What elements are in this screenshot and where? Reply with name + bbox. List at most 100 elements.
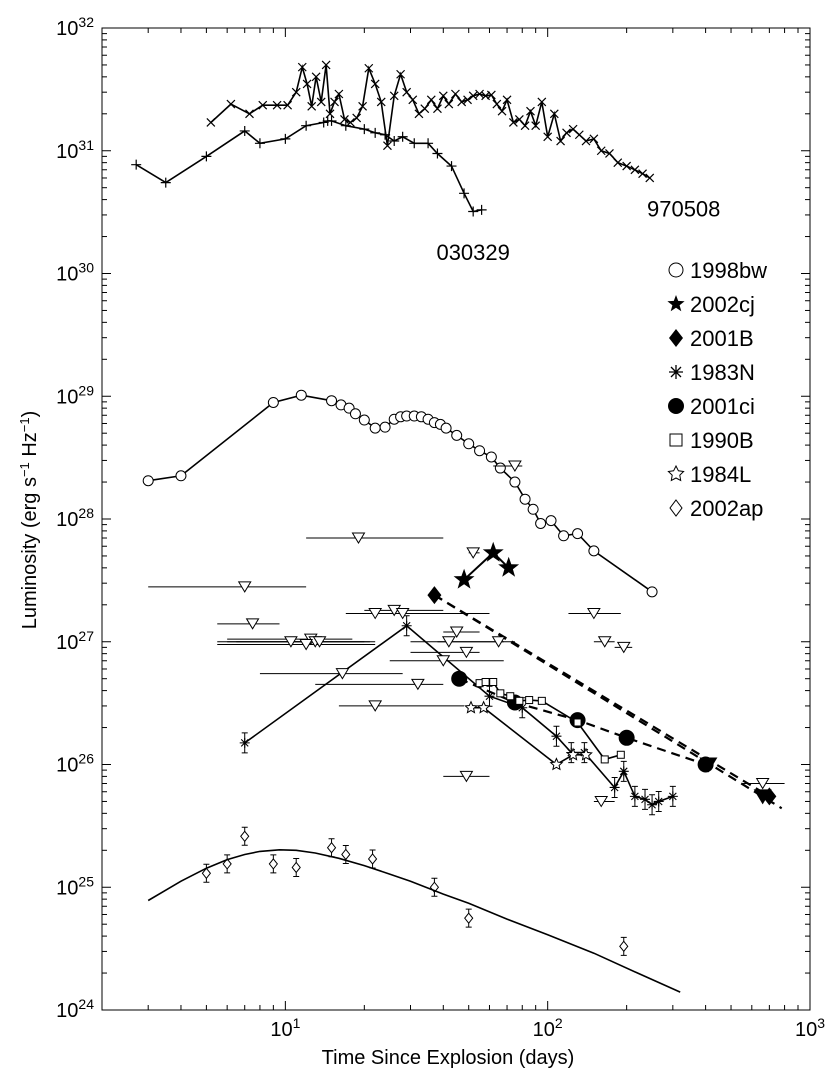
point-2002ap [619,940,629,953]
axes: 101 102 103 1024 1025 1026 1027 1028 1029 1030 103… [56,14,825,1041]
point-030329 [301,120,312,131]
point-1990B [616,750,625,759]
point-970508 [426,95,436,105]
point-030329 [397,131,408,142]
point-upper-limits [508,460,522,473]
series-970508 [206,60,655,183]
point-2002ap [464,912,474,924]
point-1990B [506,692,515,701]
point-970508 [497,106,507,116]
point-upper-limits [594,795,609,808]
point-970508 [457,97,467,107]
legend-marker [669,365,683,379]
point-030329 [201,151,212,162]
point-970508 [589,134,599,144]
point-970508 [311,72,321,82]
series-line [147,848,681,993]
x-tick-label: 102 [533,1015,563,1041]
point-970508 [468,91,478,101]
point-030329 [160,177,171,188]
annotation-030329: 030329 [436,240,509,265]
point-upper-limits [284,636,298,648]
y-label-exp1: −1 [17,462,32,477]
point-1990B [525,696,534,705]
point-970508 [526,106,535,116]
y-label-base: Luminosity (erg s [19,477,41,629]
series-2002ap-model [147,848,681,993]
point-970508 [283,100,293,110]
point-970508 [475,89,484,99]
series-2002ap [201,826,629,956]
point-970508 [396,69,406,79]
point-1984L [566,747,580,761]
point-2002cj [482,541,504,562]
point-970508 [370,79,380,89]
point-970508 [463,95,472,105]
y-tick-label: 1024 [56,996,94,1022]
point-1998bw [267,396,279,408]
point-2002ap [240,830,250,843]
point-970508 [630,165,640,175]
point-030329 [432,148,443,159]
legend-marker [667,295,685,312]
point-1998bw [485,451,497,463]
point-upper-limits [597,636,612,648]
point-970508 [502,95,512,105]
point-970508 [245,109,254,119]
point-1998bw [558,530,570,542]
point-030329 [326,115,337,126]
point-970508 [520,121,530,131]
point-1998bw [358,414,370,426]
point-970508 [334,89,344,99]
point-970508 [364,63,374,73]
point-upper-limits [755,778,770,790]
point-970508 [226,99,236,109]
point-1983N [401,620,412,631]
point-1998bw [295,389,307,401]
point-2002ap [201,867,212,880]
point-970508 [438,91,448,101]
legend-entry: 1984L [667,462,751,487]
y-tick-label: 1027 [56,628,94,654]
point-upper-limits [395,607,410,620]
point-1998bw [588,545,600,557]
point-1998bw [572,528,584,540]
point-970508 [537,97,547,107]
y-label-mid: Hz [19,432,41,462]
point-upper-limits [335,668,350,680]
point-1998bw [451,429,463,441]
legend-marker [669,433,683,447]
point-970508 [605,149,614,158]
point-1998bw [326,395,338,407]
y-tick-label: 1026 [56,751,94,777]
point-2002ap [326,841,337,854]
point-1998bw [440,422,452,434]
point-1990B [489,678,498,686]
point-2001B [427,586,442,605]
point-upper-limits [387,604,402,617]
point-1998bw [142,475,154,487]
point-970508 [389,91,399,101]
point-1998bw [527,503,539,515]
point-1984L [549,757,564,771]
point-1983N [629,791,640,802]
point-upper-limits [245,618,260,630]
point-upper-limits [491,636,506,648]
point-970508 [272,100,282,110]
point-970508 [297,62,307,72]
point-upper-limits [449,626,464,639]
point-1998bw [369,422,381,434]
legend-marker [668,262,684,278]
point-970508 [596,146,606,156]
point-030329 [340,120,351,131]
y-tick-label: 1031 [56,137,94,163]
point-030329 [459,188,470,199]
point-upper-limits [459,770,474,783]
point-1998bw [463,438,475,450]
point-upper-limits [616,641,631,654]
point-970508 [543,132,553,142]
point-970508 [358,101,368,111]
point-030329 [254,138,265,149]
point-1983N [667,791,678,802]
y-label-end: ) [19,411,41,418]
